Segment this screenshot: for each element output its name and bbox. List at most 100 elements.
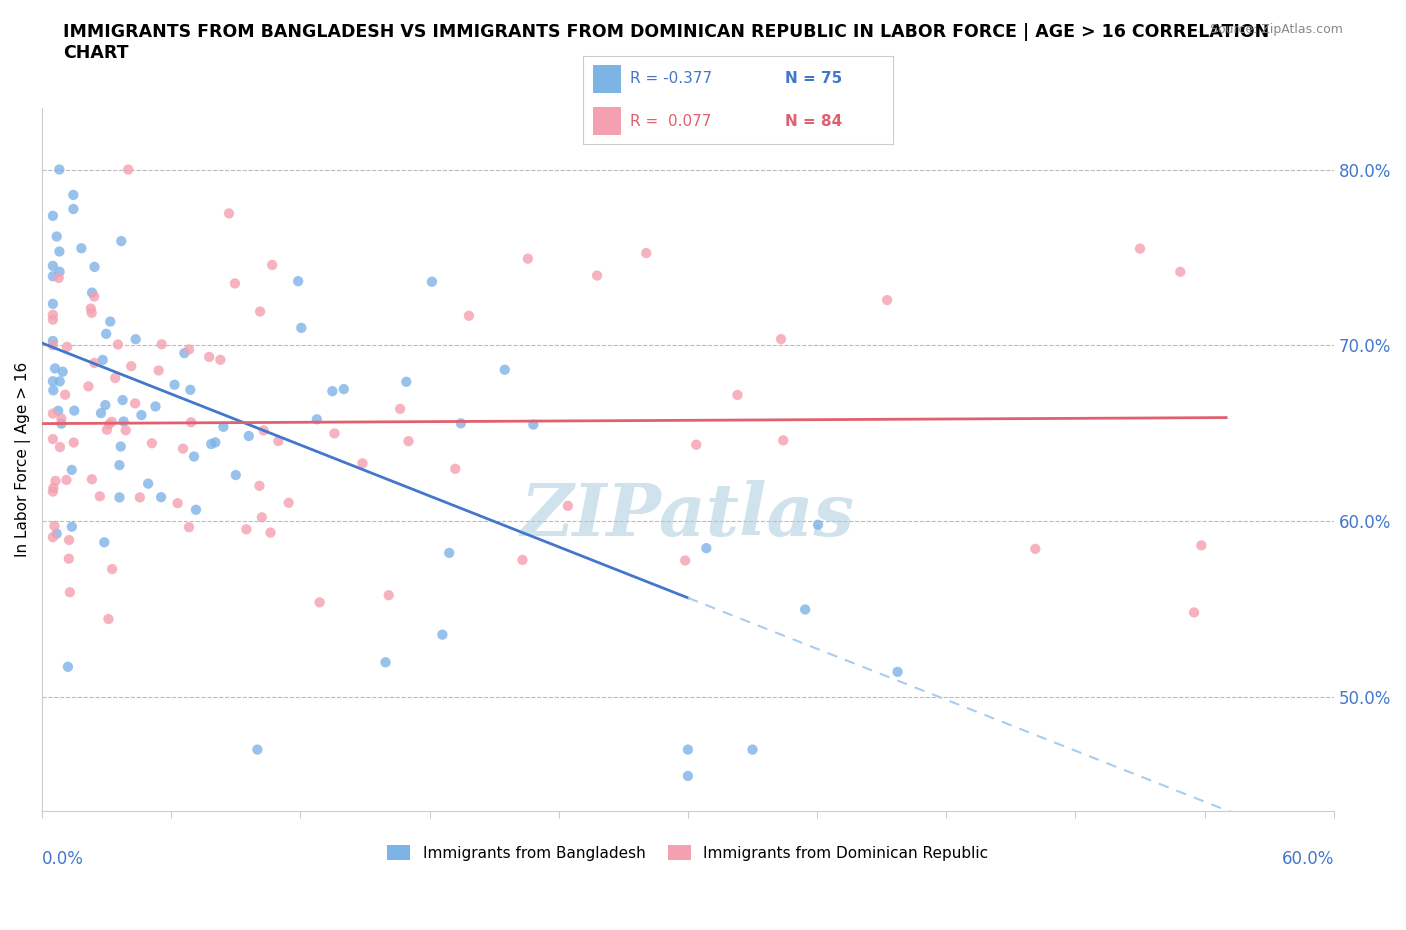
Point xyxy=(59,585,82,600)
Point xyxy=(177,520,200,535)
Point xyxy=(250,510,273,525)
Point xyxy=(179,382,201,397)
Point xyxy=(56,659,79,674)
Point xyxy=(172,441,194,456)
Text: 60.0%: 60.0% xyxy=(1281,850,1334,868)
Point xyxy=(1129,241,1152,256)
Point xyxy=(80,286,103,300)
Point xyxy=(104,370,127,385)
Text: R = -0.377: R = -0.377 xyxy=(630,72,711,86)
Point xyxy=(80,305,103,320)
Point xyxy=(150,337,173,352)
Point xyxy=(60,519,83,534)
Point xyxy=(42,269,65,284)
Bar xyxy=(593,107,620,136)
Point xyxy=(198,350,221,365)
Bar xyxy=(593,65,620,93)
Point xyxy=(225,468,247,483)
Point xyxy=(94,398,117,413)
Point xyxy=(48,271,70,286)
Point xyxy=(45,526,67,541)
Point xyxy=(321,384,343,399)
Point xyxy=(42,297,65,312)
Point xyxy=(252,423,274,438)
Point xyxy=(794,602,817,617)
Point xyxy=(323,426,346,441)
Point xyxy=(42,208,65,223)
Point xyxy=(277,496,299,511)
Point xyxy=(886,664,908,679)
Point xyxy=(83,289,105,304)
Point xyxy=(42,374,65,389)
Point xyxy=(308,595,330,610)
Point xyxy=(58,551,80,566)
Point xyxy=(695,540,717,555)
Point xyxy=(42,481,65,496)
Point xyxy=(184,502,207,517)
Point xyxy=(91,352,114,367)
Point xyxy=(180,415,202,430)
Text: R =  0.077: R = 0.077 xyxy=(630,113,711,128)
Point xyxy=(124,332,146,347)
Point xyxy=(395,375,418,390)
Point xyxy=(111,392,134,407)
Point xyxy=(727,388,749,403)
Point xyxy=(83,355,105,370)
Point xyxy=(522,418,544,432)
Point xyxy=(676,742,699,757)
Point xyxy=(377,588,399,603)
Point xyxy=(108,490,131,505)
Point xyxy=(44,473,66,488)
Point xyxy=(42,485,65,499)
Point xyxy=(432,627,454,642)
Point xyxy=(333,381,356,396)
Point xyxy=(108,458,131,472)
Point xyxy=(80,472,103,486)
Point xyxy=(97,612,120,627)
Point xyxy=(117,162,139,177)
Point xyxy=(557,498,579,513)
Point xyxy=(246,742,269,757)
Point xyxy=(389,402,412,417)
Point xyxy=(145,399,167,414)
Point xyxy=(150,490,173,505)
Point xyxy=(58,533,80,548)
Point xyxy=(512,552,534,567)
Point xyxy=(204,435,226,450)
Point xyxy=(44,361,66,376)
Point xyxy=(89,489,111,504)
Point xyxy=(46,404,69,418)
Point xyxy=(53,387,76,402)
Point xyxy=(586,268,609,283)
Point xyxy=(60,462,83,477)
Point xyxy=(42,432,65,446)
Point xyxy=(48,264,70,279)
Point xyxy=(101,414,124,429)
Text: Source: ZipAtlas.com: Source: ZipAtlas.com xyxy=(1209,23,1343,36)
Point xyxy=(98,417,121,432)
Point xyxy=(876,293,898,308)
Point xyxy=(120,359,142,374)
Point xyxy=(90,405,112,420)
Point xyxy=(290,321,312,336)
Point xyxy=(1182,605,1205,620)
Point xyxy=(148,363,170,378)
Point xyxy=(685,437,707,452)
Point xyxy=(42,383,65,398)
Point xyxy=(177,342,200,357)
Point xyxy=(55,472,77,487)
Point xyxy=(42,259,65,273)
Point xyxy=(141,436,163,451)
Text: IMMIGRANTS FROM BANGLADESH VS IMMIGRANTS FROM DOMINICAN REPUBLIC IN LABOR FORCE : IMMIGRANTS FROM BANGLADESH VS IMMIGRANTS… xyxy=(63,23,1270,62)
Point xyxy=(166,496,188,511)
Point xyxy=(128,490,150,505)
Point xyxy=(444,461,467,476)
Point xyxy=(51,417,73,432)
Point xyxy=(439,545,461,560)
Point xyxy=(48,244,70,259)
Text: 0.0%: 0.0% xyxy=(42,850,84,868)
Point xyxy=(398,433,420,448)
Point xyxy=(676,768,699,783)
Point xyxy=(673,553,696,568)
Point xyxy=(42,334,65,349)
